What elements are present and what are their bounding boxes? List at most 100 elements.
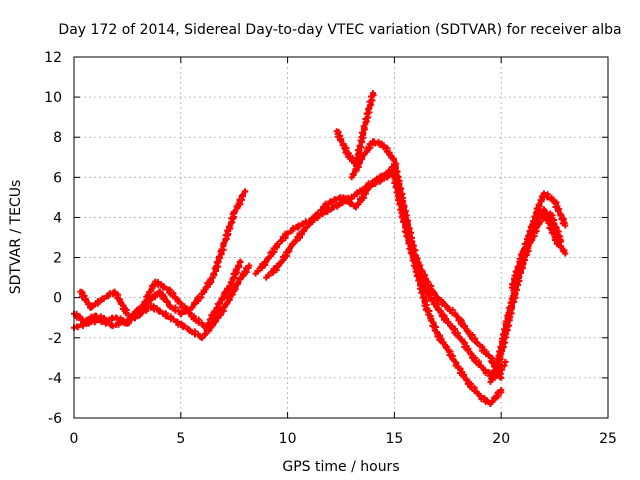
data-point	[419, 294, 426, 301]
data-point	[178, 311, 185, 318]
y-tick-label: 10	[44, 90, 62, 106]
data-point	[74, 324, 81, 331]
y-tick-label: -4	[48, 371, 62, 387]
data-point	[265, 272, 272, 279]
x-tick-label: 15	[385, 431, 403, 447]
data-point	[356, 159, 363, 166]
data-point	[337, 194, 344, 201]
data-point	[232, 208, 239, 215]
data-point	[202, 330, 209, 337]
data-point	[370, 92, 377, 99]
data-point	[85, 301, 92, 308]
data-point	[372, 180, 379, 187]
data-point	[225, 295, 232, 302]
data-point	[384, 172, 391, 179]
data-point	[82, 296, 89, 303]
data-point	[496, 374, 503, 381]
y-axis-ticks: -6 -4 -2 0 2 4 6 8 10 12	[44, 50, 608, 427]
x-axis-label: GPS time / hours	[282, 459, 399, 475]
x-tick-label: 10	[279, 431, 297, 447]
data-point	[339, 142, 346, 149]
data-point	[378, 140, 385, 147]
data-point	[203, 324, 210, 331]
data-point	[561, 219, 568, 226]
data-point	[278, 237, 285, 244]
data-point	[317, 207, 324, 214]
series-track-3	[77, 258, 244, 331]
y-axis-label: SDTVAR / TECUs	[8, 180, 24, 295]
data-point	[445, 319, 452, 326]
data-point	[404, 228, 411, 235]
data-point	[186, 310, 193, 317]
data-point	[443, 344, 450, 351]
data-point	[213, 304, 220, 311]
data-point	[426, 307, 433, 314]
data-point	[337, 137, 344, 144]
data-point	[175, 307, 182, 314]
x-tick-label: 20	[492, 431, 510, 447]
data-point	[223, 300, 230, 307]
data-point	[275, 241, 282, 248]
data-point	[123, 319, 130, 326]
data-point	[236, 259, 243, 266]
data-point	[161, 283, 168, 290]
data-point	[364, 185, 371, 192]
data-point	[397, 194, 404, 201]
y-tick-label: 0	[53, 291, 62, 307]
x-tick-label: 25	[599, 431, 617, 447]
data-point	[453, 312, 460, 319]
data-point	[104, 319, 111, 326]
y-tick-label: 2	[53, 251, 62, 267]
y-tick-label: 8	[53, 130, 62, 146]
chart-title: Day 172 of 2014, Sidereal Day-to-day VTE…	[58, 22, 621, 38]
data-point	[242, 188, 249, 195]
data-point	[292, 237, 299, 244]
data-point	[419, 289, 426, 296]
data-point	[289, 241, 296, 248]
data-point	[483, 350, 490, 357]
data-point	[298, 231, 305, 238]
data-point	[208, 277, 215, 284]
data-point	[220, 240, 227, 247]
data-point	[500, 331, 507, 338]
data-point	[557, 212, 564, 219]
data-point	[517, 251, 524, 258]
series-track-9	[395, 184, 509, 381]
data-point	[200, 287, 207, 294]
data-point	[164, 299, 171, 306]
data-point	[461, 324, 468, 331]
data-point	[531, 220, 538, 227]
x-tick-label: 5	[176, 431, 185, 447]
data-point	[339, 200, 346, 207]
data-point	[509, 280, 516, 287]
data-point	[356, 142, 363, 149]
y-tick-label: 6	[53, 170, 62, 186]
data-point	[467, 351, 474, 358]
series-track-5	[263, 170, 398, 281]
data-point	[493, 361, 500, 368]
data-point	[557, 244, 564, 251]
x-axis-ticks: 0 5 10 15 20 25	[70, 57, 617, 447]
data-point	[502, 359, 509, 366]
data-point	[254, 267, 261, 274]
data-point	[100, 296, 107, 303]
data-point	[422, 286, 429, 293]
data-point	[130, 311, 137, 318]
data-point	[127, 314, 134, 321]
data-point	[555, 240, 562, 247]
data-point	[458, 336, 465, 343]
data-point	[296, 223, 303, 230]
data-point	[464, 328, 471, 335]
data-point	[440, 340, 447, 347]
x-tick-label: 0	[70, 431, 79, 447]
data-point	[211, 308, 218, 315]
y-tick-label: 4	[53, 210, 62, 226]
plot-frame	[73, 56, 609, 419]
data-point	[390, 155, 397, 162]
data-point	[237, 275, 244, 282]
data-point	[463, 377, 470, 384]
data-point	[181, 322, 188, 329]
data-point	[465, 346, 472, 353]
